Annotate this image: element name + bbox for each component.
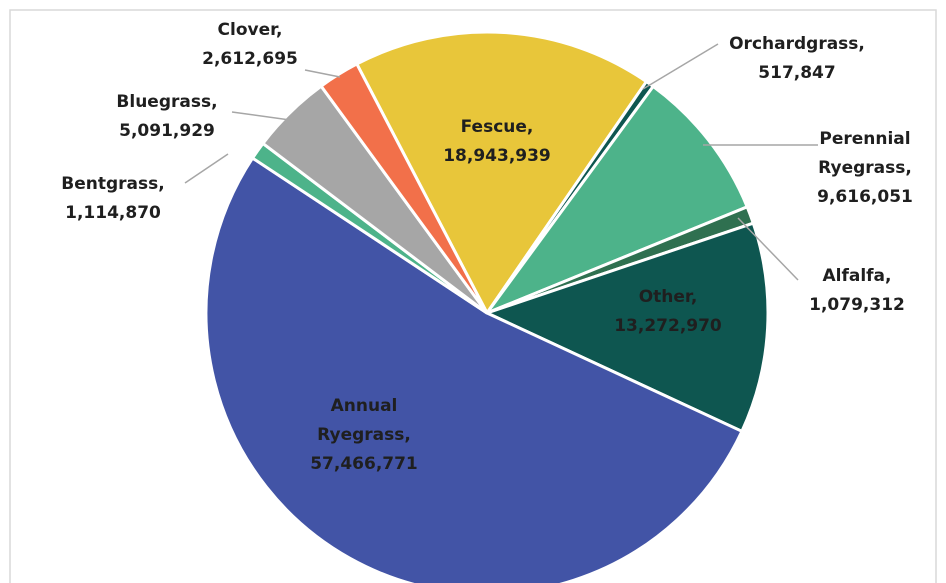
- leader-line: [231, 111, 291, 121]
- leader-line: [642, 43, 719, 90]
- slice-label: Clover,: [218, 20, 283, 40]
- slice-value-label: 5,091,929: [119, 121, 215, 141]
- pie-slice: [482, 84, 750, 317]
- leader-line: [737, 217, 799, 281]
- slice-value-label: 1,114,870: [65, 203, 161, 223]
- pie-slice: [319, 61, 489, 314]
- slice-value-label: 517,847: [758, 63, 835, 83]
- slice-label-line: Ryegrass,: [818, 158, 912, 178]
- slice-label: Perennial Ryegrass,: [818, 129, 912, 178]
- slice-value-label: 18,943,939: [443, 146, 551, 166]
- slice-label: Bentgrass,: [61, 174, 164, 194]
- slice-value-label: 1,079,312: [809, 295, 905, 315]
- slice-label-line: Annual: [331, 396, 398, 416]
- slice-label: Annual Ryegrass,: [317, 396, 411, 445]
- slice-value-label: 13,272,970: [614, 316, 722, 336]
- slice-label: Fescue,: [461, 117, 534, 137]
- slice-value-label: 9,616,051: [817, 187, 913, 207]
- slice-value-label: 2,612,695: [202, 49, 298, 69]
- pie-slice: [482, 221, 770, 434]
- slice-label-line: Ryegrass,: [317, 425, 411, 445]
- slice-label: Bluegrass,: [116, 92, 217, 112]
- leader-line: [184, 153, 229, 184]
- slice-label: Other,: [639, 287, 698, 307]
- pie-slice: [204, 155, 744, 583]
- slice-label: Alfalfa,: [822, 266, 891, 286]
- slice-label: Orchardgrass,: [729, 34, 865, 54]
- slice-label-line: Perennial: [819, 129, 910, 149]
- pie-slice: [354, 30, 649, 316]
- slice-value-label: 57,466,771: [310, 454, 418, 474]
- leader-line: [304, 69, 341, 78]
